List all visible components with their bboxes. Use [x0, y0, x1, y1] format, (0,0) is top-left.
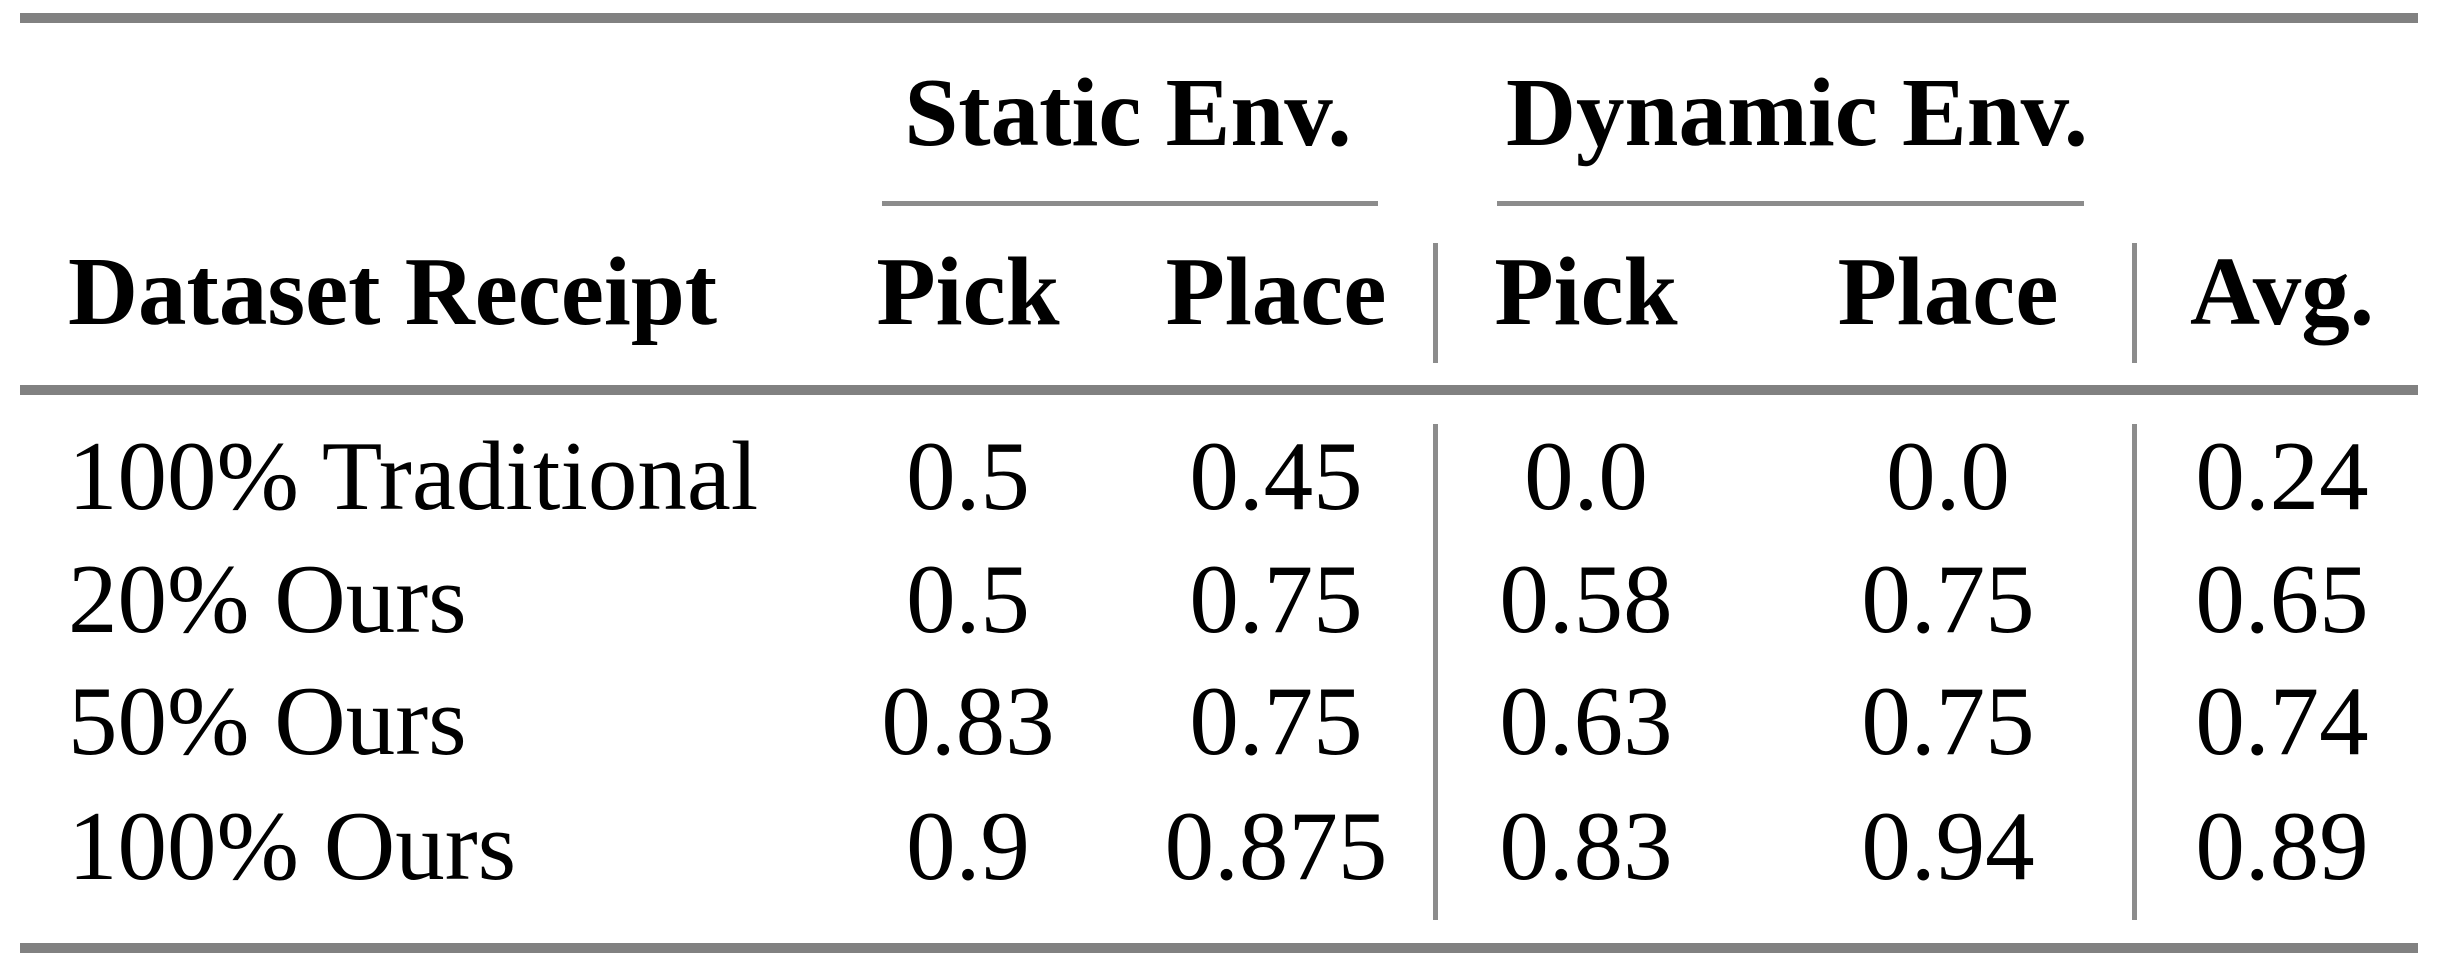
column-separator-2-body	[2132, 424, 2137, 920]
header-rule	[20, 385, 2418, 395]
cell-dynamic-pick: 0.83	[1499, 792, 1673, 901]
top-rule	[20, 13, 2418, 23]
row-label: 20% Ours	[68, 545, 467, 654]
col-header-static-place: Place	[1165, 238, 1387, 345]
bottom-rule	[20, 943, 2418, 953]
col-header-dynamic-place: Place	[1837, 238, 2059, 345]
cell-dynamic-place: 0.75	[1861, 667, 2035, 776]
cell-dynamic-pick: 0.63	[1499, 667, 1673, 776]
cell-avg: 0.24	[2195, 422, 2369, 531]
col-header-dataset-receipt: Dataset Receipt	[68, 238, 718, 345]
row-label: 100% Traditional	[68, 422, 759, 531]
row-label: 50% Ours	[68, 667, 467, 776]
cell-static-pick: 0.5	[906, 422, 1030, 531]
col-header-static-pick: Pick	[876, 238, 1060, 345]
cell-avg: 0.65	[2195, 545, 2369, 654]
cell-dynamic-place: 0.94	[1861, 792, 2035, 901]
row-label: 100% Ours	[68, 792, 517, 901]
cell-static-pick: 0.83	[881, 667, 1055, 776]
cell-static-place: 0.75	[1189, 667, 1363, 776]
cell-dynamic-place: 0.0	[1886, 422, 2010, 531]
group-header-dynamic-env: Dynamic Env.	[1505, 59, 2089, 166]
col-header-dynamic-pick: Pick	[1494, 238, 1678, 345]
cmidrule-static-env	[882, 201, 1378, 206]
cell-dynamic-place: 0.75	[1861, 545, 2035, 654]
column-separator-1-header	[1433, 243, 1438, 363]
cell-static-pick: 0.9	[906, 792, 1030, 901]
column-separator-1-body	[1433, 424, 1438, 920]
col-header-avg: Avg.	[2189, 238, 2375, 345]
cell-dynamic-pick: 0.0	[1524, 422, 1648, 531]
cmidrule-dynamic-env	[1497, 201, 2084, 206]
cell-avg: 0.74	[2195, 667, 2369, 776]
cell-avg: 0.89	[2195, 792, 2369, 901]
group-header-static-env: Static Env.	[904, 59, 1352, 166]
cell-dynamic-pick: 0.58	[1499, 545, 1673, 654]
cell-static-pick: 0.5	[906, 545, 1030, 654]
column-separator-2-header	[2132, 243, 2137, 363]
cell-static-place: 0.875	[1164, 792, 1388, 901]
cell-static-place: 0.45	[1189, 422, 1363, 531]
cell-static-place: 0.75	[1189, 545, 1363, 654]
